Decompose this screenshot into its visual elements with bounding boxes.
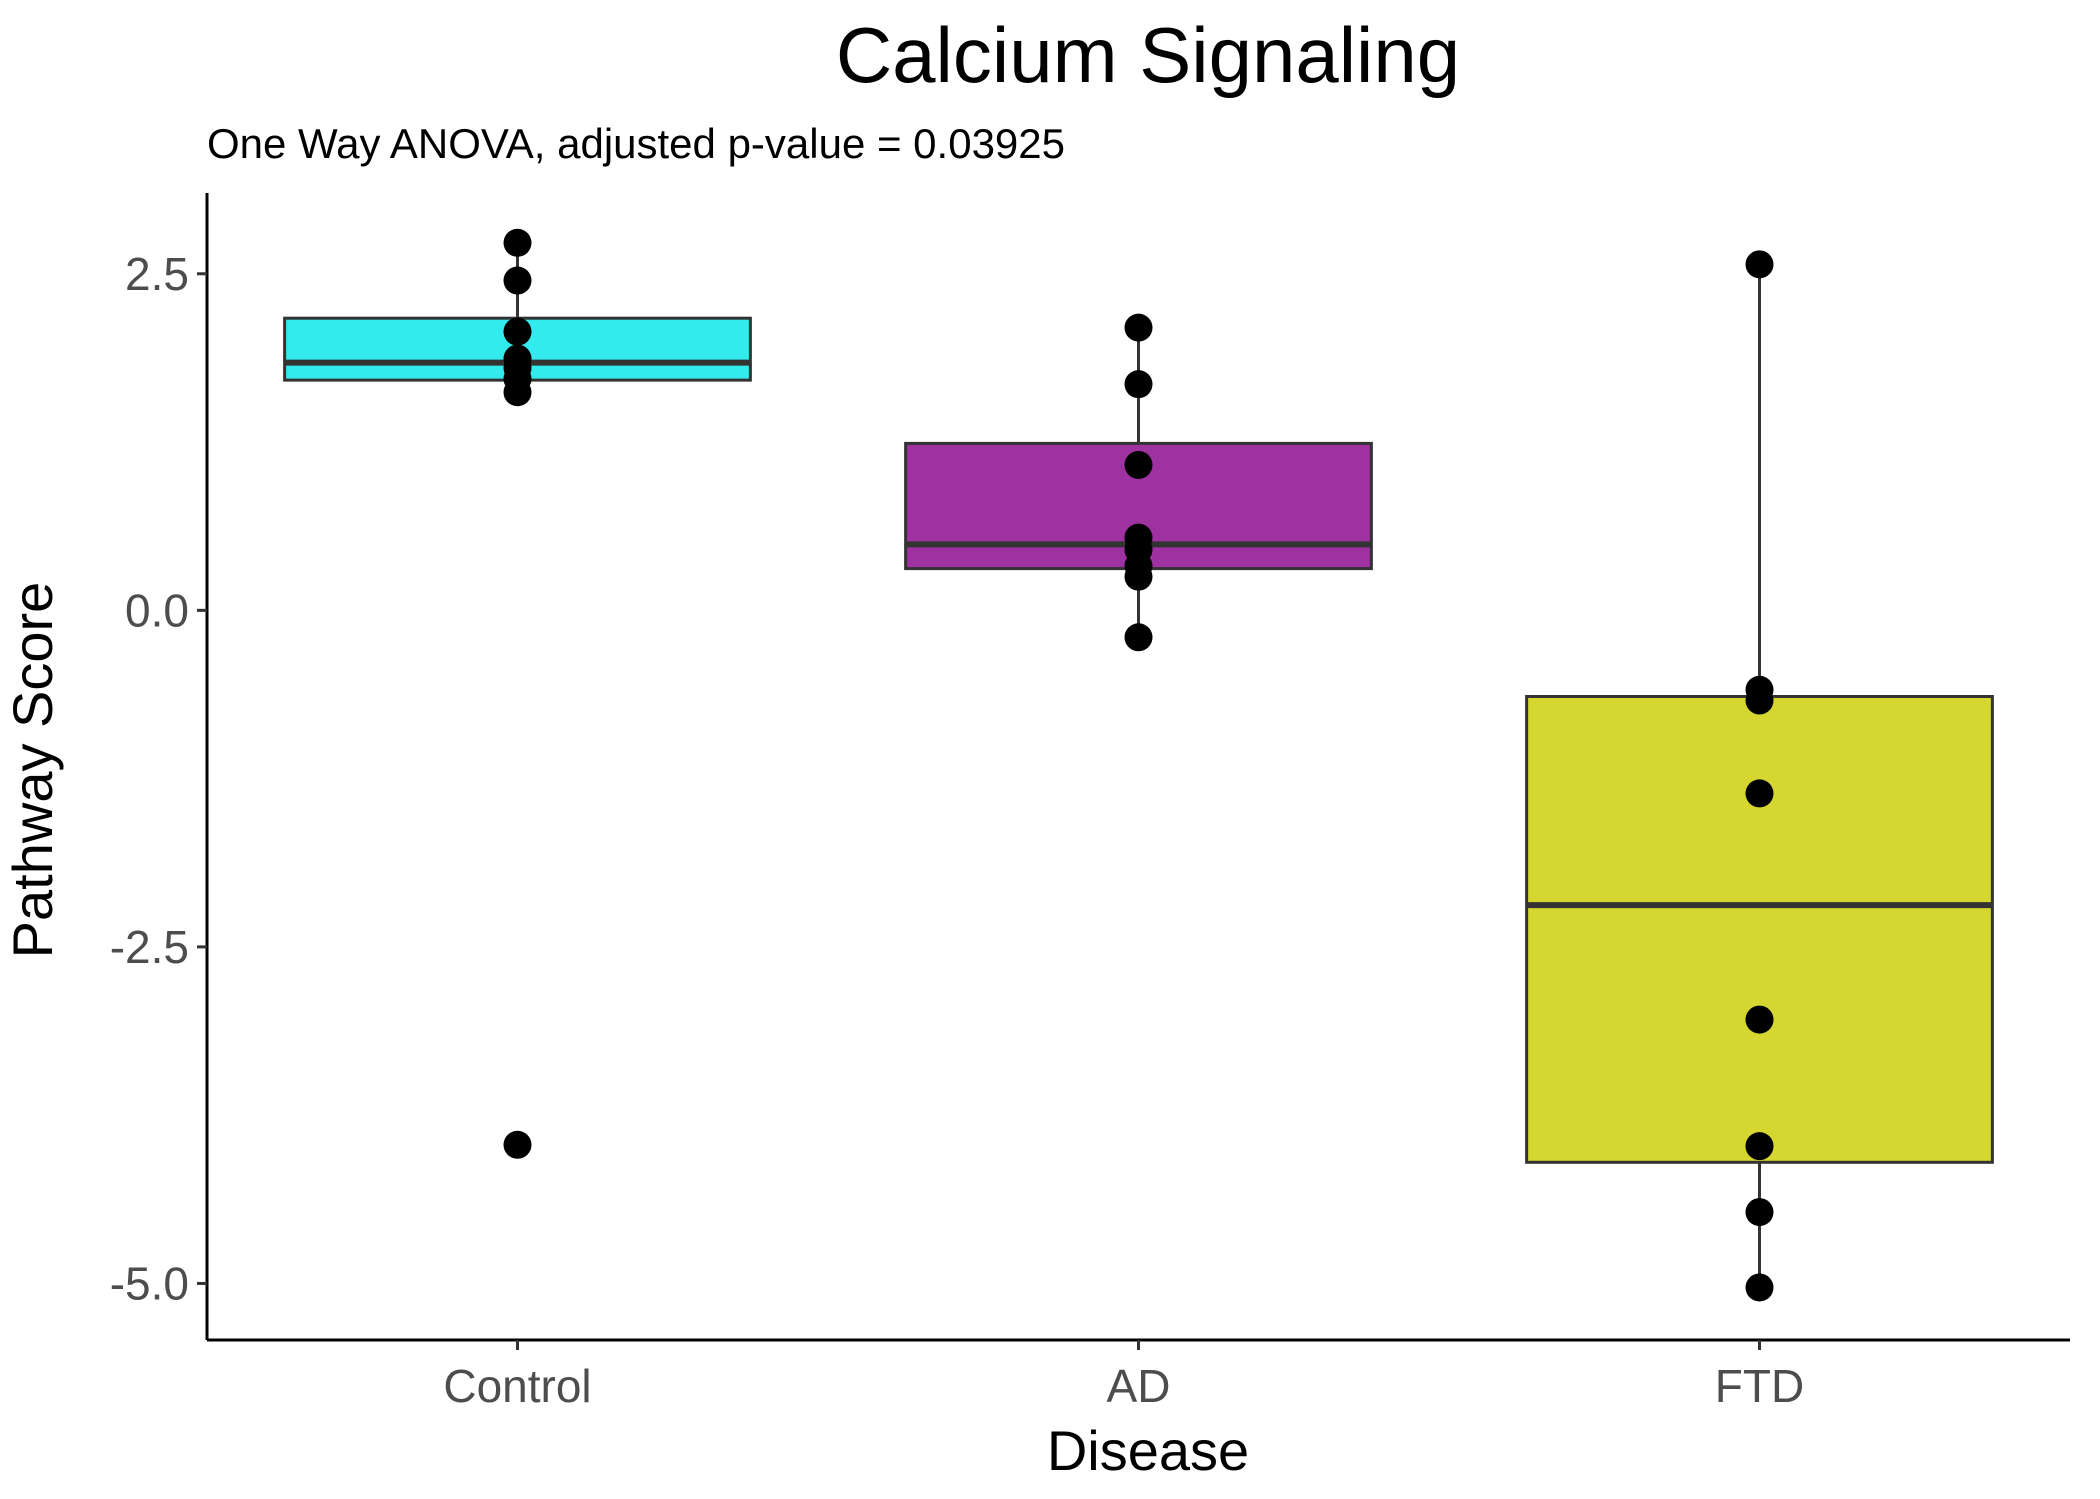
data-point — [1745, 1005, 1774, 1034]
x-tick-label: AD — [1107, 1360, 1171, 1412]
box-group-ad — [904, 313, 1373, 652]
data-point — [1745, 1132, 1774, 1161]
data-point — [1745, 250, 1774, 279]
x-tick-label: FTD — [1715, 1360, 1804, 1412]
data-point — [503, 228, 532, 257]
data-point — [1124, 313, 1153, 342]
data-point — [1124, 450, 1153, 479]
box — [1525, 694, 1994, 1164]
y-tick-label: -5.0 — [110, 1257, 189, 1309]
plot-area — [283, 228, 1994, 1302]
data-point — [1745, 1198, 1774, 1227]
data-point — [503, 317, 532, 346]
y-tick-label: -2.5 — [110, 921, 189, 973]
data-point — [1745, 779, 1774, 808]
data-point — [503, 1130, 532, 1159]
y-axis-title: Pathway Score — [1, 582, 64, 959]
data-point — [1745, 686, 1774, 715]
chart-subtitle: One Way ANOVA, adjusted p-value = 0.0392… — [207, 120, 1065, 167]
data-point — [503, 266, 532, 295]
x-axis-title: Disease — [1047, 1419, 1249, 1482]
data-point — [1124, 623, 1153, 652]
data-point — [503, 378, 532, 407]
y-tick-label: 0.0 — [125, 584, 189, 636]
x-tick-label: Control — [443, 1360, 591, 1412]
data-point — [1124, 562, 1153, 591]
data-point — [1745, 1273, 1774, 1302]
box-group-ftd — [1525, 250, 1994, 1302]
box-group-control — [283, 228, 752, 1159]
chart-title: Calcium Signaling — [836, 11, 1460, 99]
ticks: 2.5 0.0 -2.5 -5.0 Control AD FTD — [110, 248, 1804, 1412]
y-tick-label: 2.5 — [125, 248, 189, 300]
data-point — [1124, 370, 1153, 399]
